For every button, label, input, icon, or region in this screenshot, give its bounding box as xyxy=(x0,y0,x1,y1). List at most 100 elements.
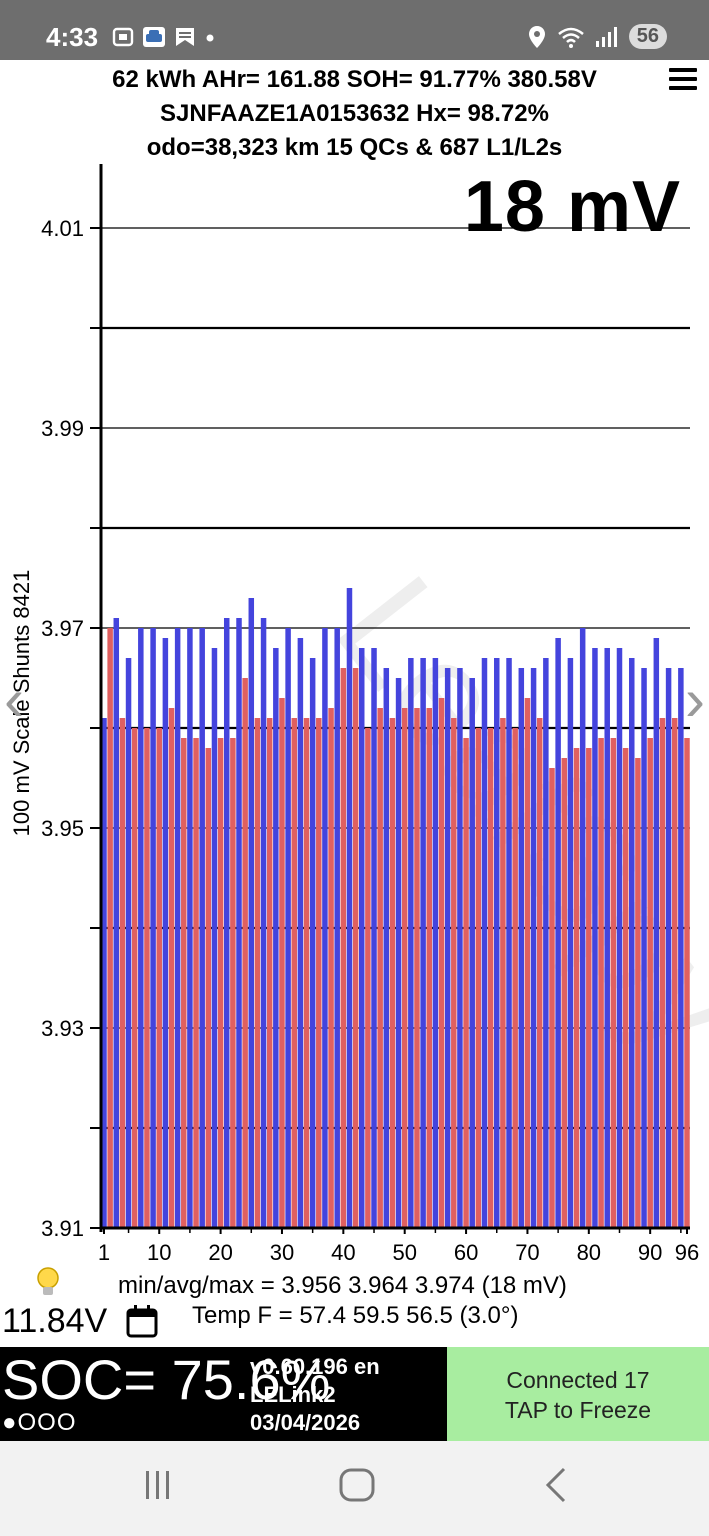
cell-bar xyxy=(297,638,304,1228)
status-bar: 4:33 56 xyxy=(0,0,709,60)
cell-bar xyxy=(420,658,426,1228)
x-tick-label: 90 xyxy=(638,1240,662,1265)
cell-bar xyxy=(309,658,316,1228)
car-app-icon xyxy=(143,27,165,47)
cell-bar xyxy=(555,638,561,1228)
cell-bar xyxy=(352,668,359,1228)
cell-bar xyxy=(500,718,506,1228)
cell-bar xyxy=(451,718,457,1228)
cell-bar xyxy=(242,678,248,1228)
cell-bar xyxy=(671,718,678,1228)
location-icon xyxy=(528,25,545,48)
bookmark-icon xyxy=(176,28,194,46)
x-tick-label: 1 xyxy=(98,1240,110,1265)
header-line-1: 62 kWh AHr= 161.88 SOH= 91.77% 380.58V xyxy=(112,66,597,93)
cell-bar xyxy=(536,718,543,1228)
x-tick-label: 40 xyxy=(331,1240,355,1265)
lightbulb-icon[interactable] xyxy=(34,1266,62,1305)
cell-stats: min/avg/max = 3.956 3.964 3.974 (18 mV) xyxy=(118,1272,567,1299)
cell-bar xyxy=(322,628,328,1228)
header-line-2: SJNFAAZE1A0153632 Hx= 98.72% xyxy=(160,100,549,127)
cell-bar xyxy=(395,678,402,1228)
cell-bar xyxy=(549,768,555,1228)
cell-bar xyxy=(518,668,525,1228)
cell-bar xyxy=(328,708,334,1228)
cell-bar xyxy=(144,728,150,1228)
battery-badge: 56 xyxy=(628,24,667,49)
cell-bar xyxy=(647,738,653,1228)
cell-bar xyxy=(414,708,420,1228)
cell-bar xyxy=(604,648,610,1228)
cell-bar xyxy=(346,588,353,1228)
cell-bar xyxy=(217,738,224,1228)
cell-bar xyxy=(481,658,488,1228)
x-tick-label: 30 xyxy=(270,1240,294,1265)
cell-bar xyxy=(168,708,175,1228)
y-tick-label: 3.99 xyxy=(41,416,84,441)
cell-bar xyxy=(101,718,107,1228)
y-tick-label: 3.91 xyxy=(41,1216,84,1241)
connection-status-button[interactable]: Connected 17 TAP to Freeze xyxy=(447,1347,709,1441)
prev-page-arrow-icon[interactable]: ‹ xyxy=(4,666,24,733)
cell-bar xyxy=(426,708,433,1228)
cell-bar xyxy=(567,658,574,1228)
connection-line-2: TAP to Freeze xyxy=(504,1397,652,1423)
cell-bar xyxy=(494,658,500,1228)
cell-bar xyxy=(438,698,445,1228)
cell-bar xyxy=(211,648,218,1228)
voltage-spread: 18 mV xyxy=(463,167,681,247)
cell-bar xyxy=(653,638,660,1228)
x-tick-label: 50 xyxy=(392,1240,416,1265)
y-tick-label: 3.95 xyxy=(41,816,84,841)
status-right-icons: 56 xyxy=(527,24,667,49)
cell-bar xyxy=(119,718,126,1228)
y-tick-label: 3.93 xyxy=(41,1016,84,1041)
next-page-arrow-icon[interactable]: › xyxy=(685,666,705,733)
status-time: 4:33 xyxy=(46,22,99,52)
signal-icon xyxy=(595,26,617,47)
y-tick-label: 3.97 xyxy=(41,616,84,641)
back-icon[interactable] xyxy=(540,1465,572,1505)
cell-bar xyxy=(334,628,340,1228)
cell-bar xyxy=(401,708,408,1228)
x-tick-label: 10 xyxy=(147,1240,171,1265)
cell-bar xyxy=(365,728,371,1228)
recent-apps-icon[interactable] xyxy=(142,1465,174,1505)
cell-bar xyxy=(187,628,193,1228)
version-line-2: LELink2 xyxy=(250,1382,336,1407)
soc-readout: SOC= 75.6% xyxy=(2,1348,331,1411)
x-tick-label: 80 xyxy=(577,1240,601,1265)
cell-bar xyxy=(107,628,113,1228)
soc-panel[interactable]: SOC= 75.6% ●OOO v0.60.196 en LELink2 03/… xyxy=(0,1347,447,1441)
cell-bar xyxy=(266,718,273,1228)
cell-bar xyxy=(371,648,377,1228)
wifi-icon xyxy=(557,27,584,48)
cell-bar xyxy=(230,738,236,1228)
version-line-1: v0.60.196 en xyxy=(250,1354,380,1379)
cell-bar xyxy=(432,658,439,1228)
page-dots: ●OOO xyxy=(2,1409,77,1436)
cell-bar xyxy=(444,668,451,1228)
cell-bar xyxy=(248,598,255,1228)
cell-bar xyxy=(279,698,285,1228)
cell-voltage-chart[interactable]: LeafSpy3.913.933.953.973.994.01110203040… xyxy=(0,160,709,1280)
cell-bar xyxy=(193,738,199,1228)
cell-bar xyxy=(162,638,169,1228)
cell-bar xyxy=(358,648,365,1228)
cell-bar xyxy=(678,668,684,1228)
cell-bar xyxy=(383,668,390,1228)
cell-bar xyxy=(641,668,647,1228)
cell-bar xyxy=(260,618,267,1228)
cell-bar xyxy=(512,728,518,1228)
cell-bar xyxy=(291,718,297,1228)
menu-icon[interactable] xyxy=(669,68,697,92)
cell-bar xyxy=(629,658,635,1228)
cell-bar xyxy=(408,658,414,1228)
calendar-icon[interactable] xyxy=(126,1304,158,1338)
chart-svg: LeafSpy3.913.933.953.973.994.01110203040… xyxy=(41,164,709,1265)
cell-bar xyxy=(586,748,592,1228)
cell-bar xyxy=(579,628,586,1228)
cell-bar xyxy=(273,648,279,1228)
cell-bar xyxy=(530,668,537,1228)
home-icon[interactable] xyxy=(338,1465,376,1505)
